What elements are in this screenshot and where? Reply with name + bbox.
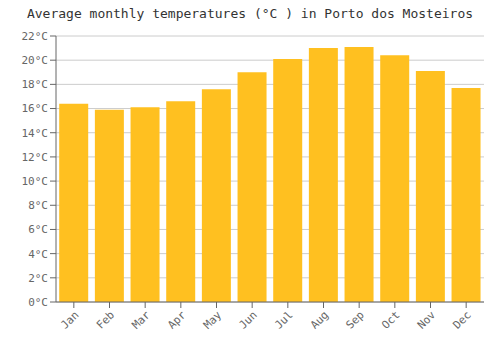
- html-text:Average monthly temperatures (: Average monthly temperatures (°C ) in Po…: [26, 6, 474, 21]
- svg-text:4°C: 4°C: [28, 248, 48, 261]
- svg-text:Feb: Feb: [94, 308, 117, 331]
- svg-text:Jul: Jul: [272, 308, 295, 331]
- svg-text:10°C: 10°C: [22, 175, 49, 188]
- svg-text:Apr: Apr: [165, 308, 189, 332]
- svg-text:Jan: Jan: [58, 308, 81, 331]
- svg-text:Jun: Jun: [237, 308, 260, 331]
- svg-text:May: May: [201, 308, 225, 332]
- svg-text:6°C: 6°C: [28, 223, 48, 236]
- svg-text:18°C: 18°C: [22, 78, 49, 91]
- svg-text:12°C: 12°C: [22, 151, 49, 164]
- svg-text:Aug: Aug: [308, 308, 331, 331]
- svg-text:Oct: Oct: [379, 308, 402, 331]
- svg-text:2°C: 2°C: [28, 272, 48, 285]
- svg-text:14°C: 14°C: [22, 127, 49, 140]
- svg-text:0°C: 0°C: [28, 296, 48, 309]
- svg-text:16°C: 16°C: [22, 102, 49, 115]
- svg-text:Sep: Sep: [344, 308, 367, 331]
- svg-text:Dec: Dec: [451, 308, 474, 331]
- svg-text:Nov: Nov: [415, 308, 439, 332]
- svg-text:22°C: 22°C: [22, 30, 49, 43]
- svg-text:8°C: 8°C: [28, 199, 48, 212]
- svg-text:Mar: Mar: [130, 308, 154, 332]
- svg-text:20°C: 20°C: [22, 54, 49, 67]
